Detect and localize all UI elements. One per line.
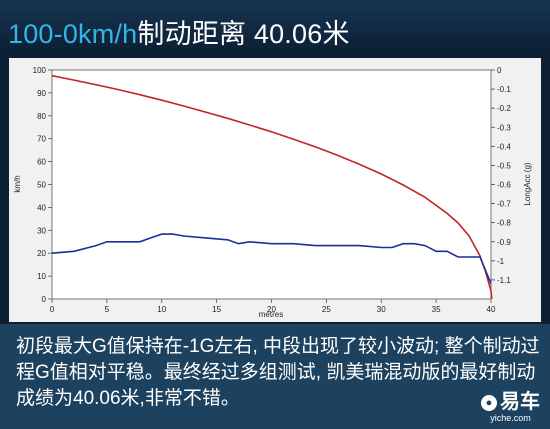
x-tick-label: 10 [157,305,166,314]
caption-panel: 初段最大G值保持在-1G左右, 中段出现了较小波动; 整个制动过程G值相对平稳。… [0,324,550,429]
y-left-tick-label: 100 [33,66,47,75]
y-right-tick-label: 0 [497,66,502,75]
y-left-tick-label: 20 [37,249,46,258]
y-right-tick-label: -1 [497,257,505,266]
y-right-tick-label: -0.1 [497,85,511,94]
x-tick-label: 30 [377,305,386,314]
watermark-logo: ● 易车 [481,391,540,413]
y-right-axis-label: LongAcc (g) [523,162,532,205]
y-left-axis-label: km/h [13,175,22,192]
y-right-tick-label: -0.2 [497,104,511,113]
acceleration-series-line [51,233,492,285]
y-left-tick-label: 30 [37,226,46,235]
x-tick-label: 40 [487,305,496,314]
y-left-tick-label: 40 [37,203,46,212]
y-left-tick-label: 60 [37,158,46,167]
watermark: ● 易车 yiche.com [481,391,540,423]
x-axis-label: metres [259,310,283,319]
y-right-tick-label: -0.5 [497,161,511,170]
plot-area [51,69,492,300]
y-right-tick-label: -0.6 [497,181,511,190]
braking-chart: 0 5 10 15 20 25 30 35 40 0102030405060708090100 … [13,66,532,319]
y-left-tick-label: 90 [37,89,46,98]
y-left-tick-label: 80 [37,112,46,121]
title-distance: 制动距离 40.06米 [137,19,350,49]
title-bar: 100-0km/h制动距离 40.06米 [0,0,550,58]
x-tick-label: 5 [105,305,110,314]
title-speed: 100-0km/h [8,19,138,49]
speed-series-line [51,74,493,300]
y-right-tick-label: -1.1 [497,276,511,285]
y-left-tick-label: 70 [37,135,46,144]
y-right-tick-label: -0.4 [497,142,511,151]
watermark-url: yiche.com [490,413,531,423]
y-left-tick-label: 10 [37,272,46,281]
y-right-tick-label: -0.3 [497,123,511,132]
y-left-tick-label: 0 [42,295,47,304]
x-tick-label: 25 [322,305,331,314]
chart-panel: 0 5 10 15 20 25 30 35 40 0 10 20 30 40 50 60 70 80 90 100 … [9,58,541,322]
y-right-tick-label: -0.8 [497,219,511,228]
x-tick-label: 15 [212,305,221,314]
x-tick-label: 35 [432,305,441,314]
x-tick-label: 20 [267,305,276,314]
x-tick-label: 0 [50,305,55,314]
y-right-tick-label: -0.9 [497,238,511,247]
watermark-logo-text: 易车 [500,391,540,413]
page-title: 100-0km/h制动距离 40.06米 [8,12,350,51]
caption-text: 初段最大G值保持在-1G左右, 中段出现了较小波动; 整个制动过程G值相对平稳。… [16,336,540,409]
y-left-tick-label: 50 [37,181,46,190]
y-right-tick-label: -0.7 [497,200,511,209]
watermark-badge-icon: ● [481,394,497,411]
